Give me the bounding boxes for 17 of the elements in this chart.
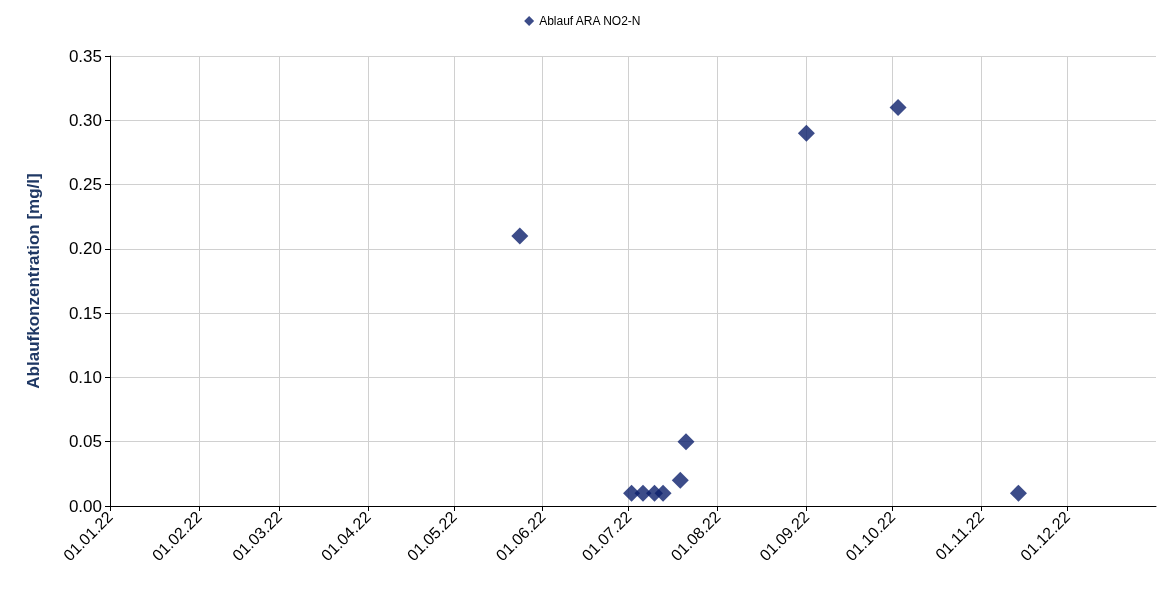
point (889, 98, 907, 116)
legend-label: Ablauf ARA NO2-N (539, 14, 641, 28)
y-axis-title: Ablaufkonzentration [mg/l] (24, 173, 43, 389)
y-tick-label: 0.00 (68, 496, 102, 516)
point (511, 227, 529, 245)
point (654, 484, 672, 502)
y-tick-label: 0.30 (68, 110, 102, 130)
y-tick-label: 0.15 (68, 303, 102, 323)
y-tick-label: 0.05 (68, 432, 102, 452)
point (1009, 484, 1027, 502)
y-tick-label: 0.10 (68, 367, 102, 387)
y-tick-label: 0.20 (68, 239, 102, 259)
point (797, 124, 815, 142)
point (677, 433, 695, 451)
point (671, 471, 689, 489)
y-tick-label: 0.25 (68, 175, 102, 195)
y-tick-label: 0.35 (68, 46, 102, 66)
